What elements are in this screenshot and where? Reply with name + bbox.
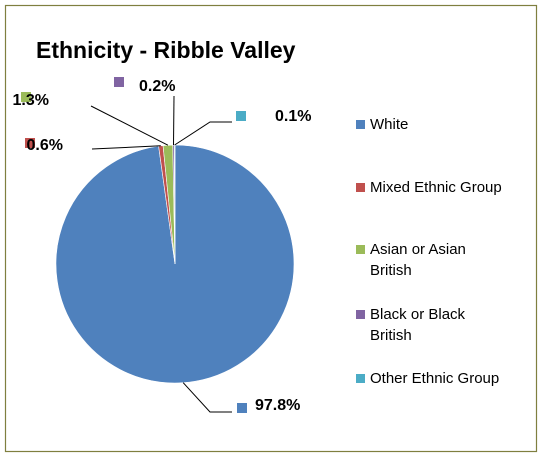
data-label-other-ethnic-group: 0.1% bbox=[275, 108, 311, 125]
leader-line-black-or-black-british bbox=[173, 95, 175, 146]
legend-swatch-other-ethnic-group bbox=[356, 374, 365, 383]
legend-label-asian-or-asian-british-line-1: Asian or Asian bbox=[370, 241, 466, 258]
data-label-black-or-black-british: 0.2% bbox=[139, 78, 175, 95]
legend-item-black-or-black-british: Black or Black British bbox=[356, 306, 466, 344]
legend-label-asian-or-asian-british-line-2: British bbox=[370, 262, 412, 279]
legend: White Mixed Ethnic Group Asian or Asian Bri… bbox=[356, 116, 502, 387]
legend-label-other-ethnic-group: Other Ethnic Group bbox=[370, 370, 499, 387]
data-label-marker-white bbox=[237, 403, 247, 413]
chart-title: Ethnicity - Ribble Valley bbox=[36, 37, 296, 63]
legend-item-mixed-ethnic-group: Mixed Ethnic Group bbox=[356, 179, 502, 196]
data-label-white: 97.8% bbox=[255, 397, 300, 414]
leader-line-mixed-ethnic-group bbox=[91, 145, 161, 150]
data-labels: 97.8% 0.6% 1.3% 0.2% 0.1% bbox=[13, 77, 311, 414]
data-label-marker-mixed-ethnic-group bbox=[25, 138, 35, 148]
legend-swatch-asian-or-asian-british bbox=[356, 245, 365, 254]
legend-label-black-or-black-british-line-1: Black or Black bbox=[370, 306, 466, 323]
leader-line-other-ethnic-group bbox=[174, 121, 232, 146]
legend-swatch-white bbox=[356, 120, 365, 129]
data-label-asian-or-asian-british: 1.3% bbox=[13, 92, 49, 109]
pie-slices bbox=[55, 144, 295, 384]
legend-item-other-ethnic-group: Other Ethnic Group bbox=[356, 370, 499, 387]
legend-item-asian-or-asian-british: Asian or Asian British bbox=[356, 241, 466, 279]
legend-label-mixed-ethnic-group: Mixed Ethnic Group bbox=[370, 179, 502, 196]
data-label-marker-black-or-black-british bbox=[114, 77, 124, 87]
legend-label-black-or-black-british-line-2: British bbox=[370, 327, 412, 344]
data-label-mixed-ethnic-group: 0.6% bbox=[27, 137, 63, 154]
leader-line-white bbox=[182, 382, 232, 413]
leader-line-asian-or-asian-british bbox=[90, 105, 169, 146]
data-label-marker-other-ethnic-group bbox=[236, 111, 246, 121]
legend-label-white: White bbox=[370, 116, 408, 133]
legend-swatch-black-or-black-british bbox=[356, 310, 365, 319]
leader-lines bbox=[90, 95, 232, 413]
legend-swatch-mixed-ethnic-group bbox=[356, 183, 365, 192]
legend-item-white: White bbox=[356, 116, 408, 133]
data-label-marker-asian-or-asian-british bbox=[21, 92, 31, 102]
